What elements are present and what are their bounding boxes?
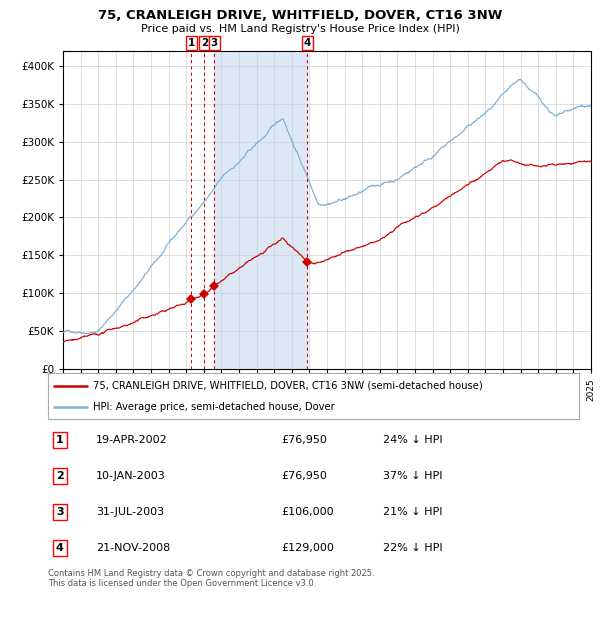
Text: 75, CRANLEIGH DRIVE, WHITFIELD, DOVER, CT16 3NW: 75, CRANLEIGH DRIVE, WHITFIELD, DOVER, C… bbox=[98, 9, 502, 22]
Text: 75, CRANLEIGH DRIVE, WHITFIELD, DOVER, CT16 3NW (semi-detached house): 75, CRANLEIGH DRIVE, WHITFIELD, DOVER, C… bbox=[93, 381, 483, 391]
Bar bbox=[214, 51, 307, 369]
Text: £76,950: £76,950 bbox=[281, 471, 328, 481]
Text: Contains HM Land Registry data © Crown copyright and database right 2025.
This d: Contains HM Land Registry data © Crown c… bbox=[48, 569, 374, 588]
Text: 4: 4 bbox=[56, 543, 64, 553]
Text: £106,000: £106,000 bbox=[281, 507, 334, 517]
Text: £129,000: £129,000 bbox=[281, 543, 335, 553]
Text: 3: 3 bbox=[211, 38, 218, 48]
Text: 19-APR-2002: 19-APR-2002 bbox=[96, 435, 167, 445]
Text: Price paid vs. HM Land Registry's House Price Index (HPI): Price paid vs. HM Land Registry's House … bbox=[140, 24, 460, 33]
Text: 21-NOV-2008: 21-NOV-2008 bbox=[96, 543, 170, 553]
Text: 21% ↓ HPI: 21% ↓ HPI bbox=[383, 507, 442, 517]
Text: HPI: Average price, semi-detached house, Dover: HPI: Average price, semi-detached house,… bbox=[93, 402, 335, 412]
Text: 37% ↓ HPI: 37% ↓ HPI bbox=[383, 471, 442, 481]
Text: 2: 2 bbox=[201, 38, 208, 48]
Text: 1: 1 bbox=[56, 435, 64, 445]
Text: 24% ↓ HPI: 24% ↓ HPI bbox=[383, 435, 442, 445]
Text: 22% ↓ HPI: 22% ↓ HPI bbox=[383, 543, 442, 553]
Text: 4: 4 bbox=[304, 38, 311, 48]
Text: 1: 1 bbox=[188, 38, 195, 48]
Text: 10-JAN-2003: 10-JAN-2003 bbox=[96, 471, 166, 481]
Text: £76,950: £76,950 bbox=[281, 435, 328, 445]
Text: 31-JUL-2003: 31-JUL-2003 bbox=[96, 507, 164, 517]
Text: 3: 3 bbox=[56, 507, 64, 517]
Text: 2: 2 bbox=[56, 471, 64, 481]
